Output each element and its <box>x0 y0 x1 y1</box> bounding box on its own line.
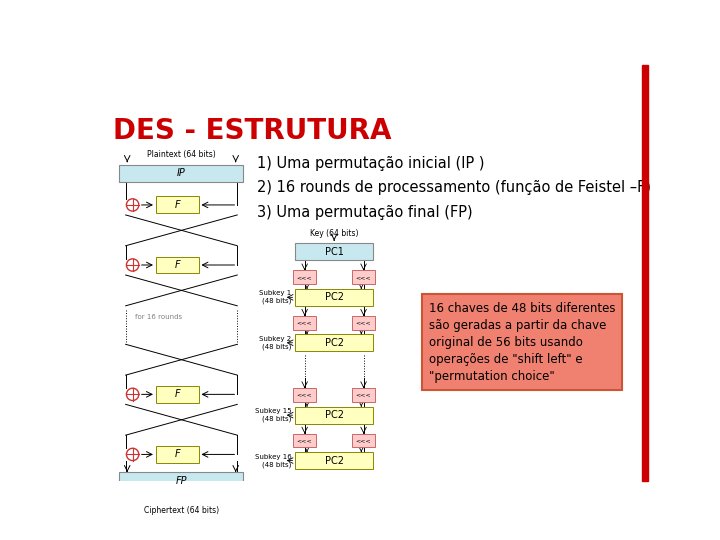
Text: Subkey 15: Subkey 15 <box>255 408 292 414</box>
Text: (48 bits): (48 bits) <box>262 343 292 350</box>
FancyBboxPatch shape <box>120 165 243 182</box>
Text: Subkey 1: Subkey 1 <box>259 291 292 296</box>
FancyBboxPatch shape <box>295 289 373 306</box>
FancyBboxPatch shape <box>293 434 316 448</box>
FancyBboxPatch shape <box>156 256 199 273</box>
Text: F: F <box>174 449 180 460</box>
FancyBboxPatch shape <box>156 446 199 463</box>
Text: <<<: <<< <box>297 393 312 397</box>
FancyBboxPatch shape <box>156 197 199 213</box>
FancyBboxPatch shape <box>293 316 316 330</box>
Text: DES - ESTRUTURA: DES - ESTRUTURA <box>113 117 392 145</box>
Text: 16 chaves de 48 bits diferentes
são geradas a partir da chave
original de 56 bit: 16 chaves de 48 bits diferentes são gera… <box>429 302 616 383</box>
Text: (48 bits): (48 bits) <box>262 416 292 422</box>
Text: PC1: PC1 <box>325 247 343 257</box>
FancyBboxPatch shape <box>295 452 373 469</box>
Text: Subkey 2: Subkey 2 <box>259 336 292 342</box>
Text: 2) 16 rounds de processamento (função de Feistel –F): 2) 16 rounds de processamento (função de… <box>256 180 651 195</box>
FancyBboxPatch shape <box>352 388 375 402</box>
Text: Ciphertext (64 bits): Ciphertext (64 bits) <box>144 506 219 515</box>
FancyBboxPatch shape <box>156 386 199 403</box>
Bar <box>642 65 648 481</box>
FancyBboxPatch shape <box>293 388 316 402</box>
Text: <<<: <<< <box>356 393 372 397</box>
FancyBboxPatch shape <box>352 271 375 284</box>
Text: <<<: <<< <box>356 275 372 280</box>
Text: 1) Uma permutação inicial (IP ): 1) Uma permutação inicial (IP ) <box>256 156 484 171</box>
Text: PC2: PC2 <box>325 456 343 465</box>
Text: PC2: PC2 <box>325 292 343 302</box>
Text: PC2: PC2 <box>325 338 343 348</box>
Text: (48 bits): (48 bits) <box>262 298 292 305</box>
Text: Subkey 16: Subkey 16 <box>255 454 292 460</box>
Text: <<<: <<< <box>297 320 312 325</box>
FancyBboxPatch shape <box>293 271 316 284</box>
Text: <<<: <<< <box>356 438 372 443</box>
FancyBboxPatch shape <box>352 434 375 448</box>
FancyBboxPatch shape <box>120 472 243 489</box>
FancyBboxPatch shape <box>422 294 622 390</box>
FancyBboxPatch shape <box>352 316 375 330</box>
Text: <<<: <<< <box>356 320 372 325</box>
Text: F: F <box>174 200 180 210</box>
FancyBboxPatch shape <box>295 407 373 423</box>
Text: F: F <box>174 260 180 270</box>
Text: F: F <box>174 389 180 400</box>
Text: Plaintext (64 bits): Plaintext (64 bits) <box>147 150 216 159</box>
Text: FP: FP <box>176 476 187 485</box>
Text: <<<: <<< <box>297 275 312 280</box>
Text: <<<: <<< <box>297 438 312 443</box>
Text: PC2: PC2 <box>325 410 343 420</box>
Text: Key (64 bits): Key (64 bits) <box>310 229 359 238</box>
Text: for 16 rounds: for 16 rounds <box>135 314 182 320</box>
FancyBboxPatch shape <box>295 244 373 260</box>
Text: 3) Uma permutação final (FP): 3) Uma permutação final (FP) <box>256 205 472 220</box>
Text: (48 bits): (48 bits) <box>262 461 292 468</box>
Text: IP: IP <box>177 168 186 178</box>
FancyBboxPatch shape <box>295 334 373 351</box>
